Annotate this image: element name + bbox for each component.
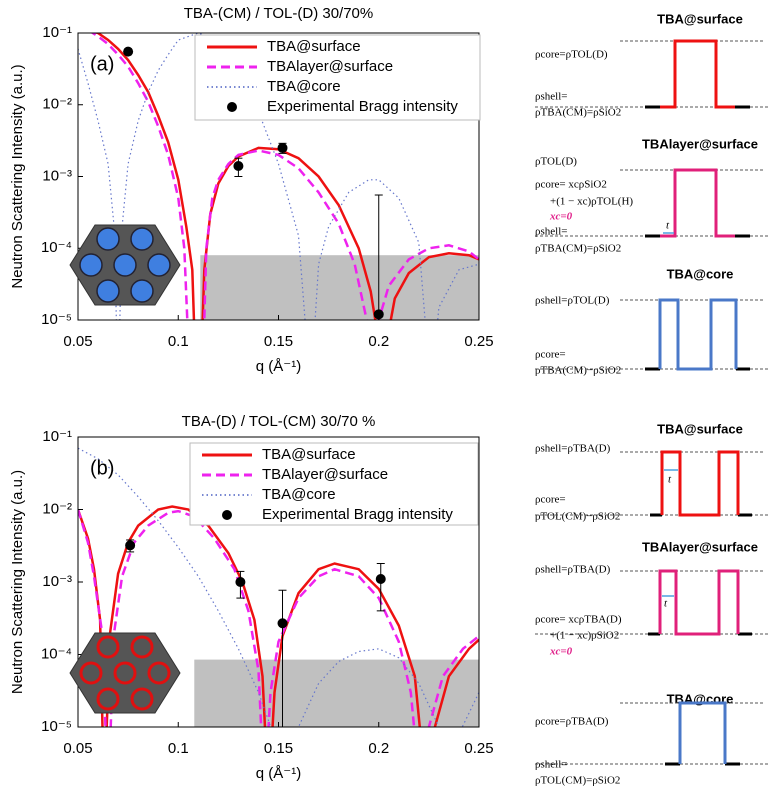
chart-title: TBA-(D) / TOL-(CM) 30/70 % [182, 413, 376, 430]
shaded-region [194, 659, 479, 727]
profile-title: TBAlayer@surface [642, 539, 758, 554]
profile-label: ρcore= xcρSiO2 [535, 179, 607, 191]
data-point [375, 573, 386, 584]
profile-label: ρcore= [535, 494, 566, 506]
data-point [277, 142, 288, 153]
profile-label: ρTOL(CM)=ρSiO2 [535, 775, 620, 787]
panel-label: (a) [90, 53, 114, 75]
x-tick-label: 0.25 [464, 740, 493, 757]
plots: 10⁻⁵ 10⁻⁴ 10⁻³ 10⁻² 10⁻¹ 0.05 0.1 0.15 0.2 0.25 TB… [9, 5, 494, 782]
y-tick-label: 10⁻³ [42, 167, 72, 184]
y-tick-label: 10⁻⁵ [41, 718, 72, 735]
profile-label: ρTOL(D) [535, 156, 577, 168]
x-tick-label: 0.1 [168, 333, 189, 350]
profile-label: ρTOL(CM)−ρSiO2 [535, 511, 620, 523]
chart-title: TBA-(CM) / TOL-(D) 30/70% [184, 5, 373, 22]
profile-title: TBA@surface [657, 421, 743, 436]
y-tick-label: 10⁻⁴ [41, 645, 72, 662]
data-point [123, 46, 134, 57]
x-tick-label: 0.05 [63, 333, 92, 350]
y-axis-label: Neutron Scattering Intensity (a.u.) [9, 64, 26, 288]
chart: 10⁻⁵ 10⁻⁴ 10⁻³ 10⁻² 10⁻¹ 0.05 0.1 0.15 0.2 0.25 TB… [9, 413, 494, 782]
profile-label: ρshell= [535, 759, 567, 771]
profile-label: ρshell=ρTBA(D) [535, 564, 611, 576]
profiles: TBA@surface ρcore=ρTOL(D) ρshell= ρTBA(C… [535, 11, 770, 787]
inset-a [69, 224, 181, 306]
chart: 10⁻⁵ 10⁻⁴ 10⁻³ 10⁻² 10⁻¹ 0.05 0.1 0.15 0.2 0.25 TB… [9, 5, 494, 375]
legend-label: TBA@core [262, 486, 336, 503]
thickness-label: t [666, 220, 670, 232]
x-tick-label: 0.1 [168, 740, 189, 757]
y-axis-label: Neutron Scattering Intensity (a.u.) [9, 470, 26, 694]
profile-label: ρcore= [535, 349, 566, 361]
profile-label: ρTBA(CM)=ρSiO2 [535, 107, 621, 119]
profile-label: xc=0 [549, 211, 573, 223]
data-point [277, 618, 288, 629]
profile-label: ρshell=ρTBA(D) [535, 443, 611, 455]
shaded-region [200, 255, 479, 320]
y-tick-label: 10⁻² [42, 500, 72, 517]
legend-marker [227, 102, 237, 112]
legend-label: TBAlayer@surface [267, 58, 393, 75]
profile-label: ρshell= [535, 226, 567, 238]
inset-b [69, 632, 181, 714]
x-axis-label: q (Å⁻¹) [256, 765, 301, 782]
x-tick-label: 0.25 [464, 333, 493, 350]
profile-label: ρcore= xcρTBA(D) [535, 614, 622, 626]
legend-label: Experimental Bragg intensity [262, 506, 453, 523]
thickness-label: t [664, 598, 668, 610]
profile-label: ρTBA(CM)−ρSiO2 [535, 365, 621, 377]
legend-label: TBA@core [267, 78, 341, 95]
legend-label: Experimental Bragg intensity [267, 98, 458, 115]
data-point [235, 577, 246, 587]
y-tick-label: 10⁻³ [42, 573, 72, 590]
panel-label: (b) [90, 457, 114, 479]
legend-label: TBA@surface [262, 446, 356, 463]
profile-label: ρcore=ρTOL(D) [535, 49, 608, 61]
profile-label: +(1 − xc)ρTOL(H) [550, 196, 633, 208]
profile-label: ρshell= [535, 91, 567, 103]
profile-title: TBAlayer@surface [642, 136, 758, 151]
plot-area [78, 447, 479, 727]
x-tick-label: 0.15 [264, 740, 293, 757]
x-tick-label: 0.2 [368, 740, 389, 757]
y-tick-label: 10⁻⁴ [41, 239, 72, 256]
profile-label: ρshell=ρTOL(D) [535, 295, 610, 307]
thickness-label: t [668, 474, 672, 486]
plot-area [78, 33, 479, 320]
series-line [90, 33, 479, 320]
legend-label: TBA@surface [267, 38, 361, 55]
profile-label: +(1 − xc)ρSiO2 [550, 630, 619, 642]
legend-marker [222, 510, 232, 520]
legend-label: TBAlayer@surface [262, 466, 388, 483]
x-tick-label: 0.15 [264, 333, 293, 350]
legend-box [194, 34, 481, 121]
series-line [78, 447, 479, 727]
y-tick-label: 10⁻² [42, 96, 72, 113]
x-axis-label: q (Å⁻¹) [256, 358, 301, 375]
legend-box [189, 442, 479, 526]
y-tick-label: 10⁻¹ [42, 428, 72, 445]
series-line [78, 509, 479, 727]
profile-title: TBA@core [667, 266, 734, 281]
series-line [78, 505, 479, 727]
x-tick-label: 0.2 [368, 333, 389, 350]
data-point [233, 161, 244, 172]
profile-label: xc=0 [549, 646, 573, 658]
y-tick-label: 10⁻¹ [42, 24, 72, 41]
profile-title: TBA@surface [657, 11, 743, 26]
data-point [373, 309, 384, 320]
data-point [125, 540, 136, 551]
y-tick-label: 10⁻⁵ [41, 311, 72, 328]
profile-label: ρTBA(CM)=ρSiO2 [535, 243, 621, 255]
x-tick-label: 0.05 [63, 740, 92, 757]
profile-label: ρcore=ρTBA(D) [535, 716, 609, 728]
